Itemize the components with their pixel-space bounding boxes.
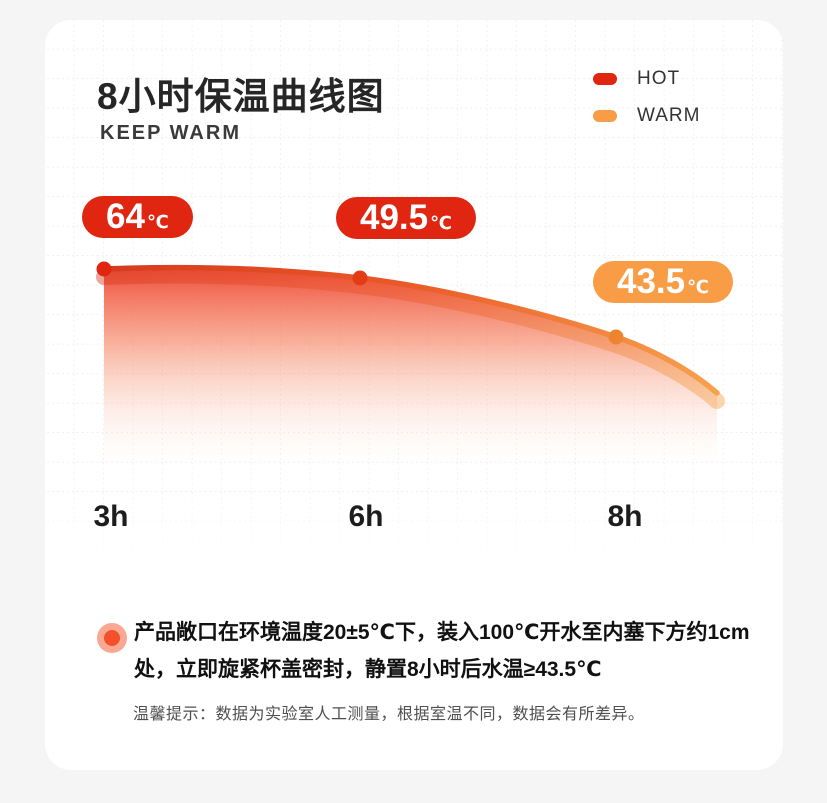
note-bullet-icon — [97, 623, 127, 653]
curve-line — [101, 264, 720, 396]
legend-item-hot: HOT — [593, 68, 700, 89]
data-point-8h — [608, 329, 624, 345]
x-axis-label-3h: 3h — [93, 500, 129, 533]
data-point-3h — [96, 261, 112, 277]
legend-label: HOT — [637, 68, 681, 89]
note-text: 产品敞口在环境温度20±5℃下，装入100℃开水至内塞下方约1cm 处，立即旋紧… — [134, 614, 774, 688]
legend-label: WARM — [637, 105, 701, 126]
badge-49-5c: 49.5 ℃ — [336, 197, 476, 239]
chart-legend: HOT WARM — [593, 68, 701, 143]
badge-unit: ℃ — [687, 277, 709, 297]
badge-value: 43.5 — [617, 262, 686, 301]
curve-glow — [96, 267, 725, 409]
legend-item-warm: WARM — [593, 105, 701, 126]
tip-text: 温馨提示：数据为实验室人工测量，根据室温不同，数据会有所差异。 — [133, 706, 645, 723]
data-point-6h — [352, 270, 368, 286]
warm-swatch-icon — [593, 110, 617, 122]
x-axis-label-8h: 8h — [607, 500, 643, 533]
badge-value: 49.5 — [360, 198, 429, 237]
badge-unit: ℃ — [146, 212, 169, 232]
badge-unit: ℃ — [430, 213, 452, 233]
hot-swatch-icon — [593, 73, 617, 85]
badge-value: 64 — [106, 197, 145, 236]
note-bullet-inner-dot — [104, 630, 120, 646]
keep-warm-card: 8小时保温曲线图 KEEP WARM HOT WARM 64 ℃ 49.5 ℃ … — [45, 20, 783, 770]
grid-fade-overlay — [45, 486, 783, 578]
badge-43-5c: 43.5 ℃ — [593, 261, 733, 303]
note-text-line1: 产品敞口在环境温度20±5℃下，装入100℃开水至内塞下方约1cm — [134, 621, 750, 644]
badge-64c: 64 ℃ — [82, 196, 193, 238]
page-subtitle: KEEP WARM — [100, 122, 241, 144]
page-title: 8小时保温曲线图 — [97, 76, 385, 117]
note-text-line2: 处，立即旋紧杯盖密封，静置8小时后水温≥43.5℃ — [134, 658, 602, 681]
temperature-curve-chart — [96, 261, 725, 482]
x-axis-label-6h: 6h — [348, 500, 384, 533]
